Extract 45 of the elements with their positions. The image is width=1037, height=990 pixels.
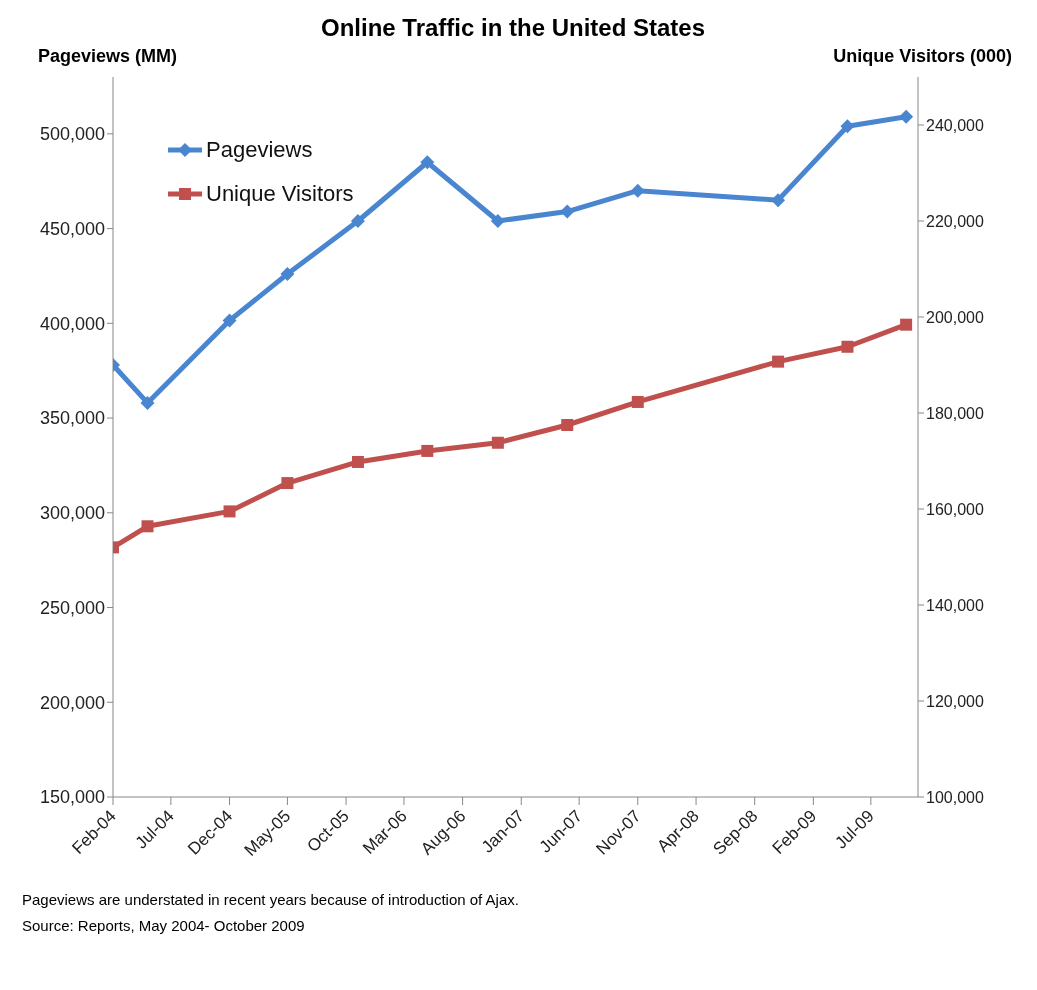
- y2-tick-label: 200,000: [926, 308, 984, 326]
- point: [900, 318, 913, 331]
- chart-title: Online Traffic in the United States: [319, 13, 707, 42]
- y-tick-label: 250,000: [39, 597, 105, 618]
- y-tick-label: 400,000: [39, 313, 105, 334]
- point: [222, 313, 237, 328]
- point: [350, 214, 365, 228]
- y-tick-label: 350,000: [39, 408, 105, 429]
- source-note: Source: Reports, May 2004- October 2009: [22, 916, 306, 936]
- y-tick-label: 300,000: [39, 503, 105, 524]
- point: [561, 419, 574, 431]
- legend-label: Unique Visitors: [206, 180, 354, 208]
- point: [140, 395, 155, 410]
- point: [631, 395, 644, 408]
- point: [223, 505, 236, 518]
- point: [560, 204, 575, 219]
- text: Pageviews are understated in recent years because of introduction of Ajax.: [22, 890, 520, 910]
- point: [771, 193, 786, 208]
- point: [280, 267, 295, 282]
- point: [141, 520, 154, 533]
- point: [281, 477, 294, 490]
- y2-tick-label: 140,000: [926, 596, 984, 614]
- point: [491, 436, 504, 449]
- point: [351, 455, 364, 468]
- point: [772, 355, 785, 368]
- point: [421, 444, 434, 457]
- y-tick-label: 450,000: [39, 218, 105, 239]
- point: [840, 119, 855, 134]
- y-tick-label: 200,000: [39, 692, 105, 713]
- y-tick-label: 150,000: [39, 787, 105, 808]
- y2-tick-label: 220,000: [926, 212, 984, 230]
- point: [899, 109, 914, 124]
- point: [420, 155, 435, 170]
- y2-tick-label: 100,000: [926, 788, 984, 806]
- legend-label: Pageviews: [206, 136, 313, 164]
- y-tick-label: 500,000: [39, 124, 105, 145]
- y2-tick-label: 120,000: [926, 692, 984, 710]
- point: [630, 183, 645, 198]
- y2-tick-label: 240,000: [926, 116, 984, 134]
- y2-tick-label: 180,000: [926, 404, 984, 422]
- point: [841, 340, 854, 353]
- y2-axis-title: Unique Visitors (000): [833, 46, 1012, 67]
- y2-tick-label: 160,000: [926, 500, 984, 518]
- y-axis-title: Pageviews (MM): [38, 46, 178, 67]
- point: [490, 214, 505, 228]
